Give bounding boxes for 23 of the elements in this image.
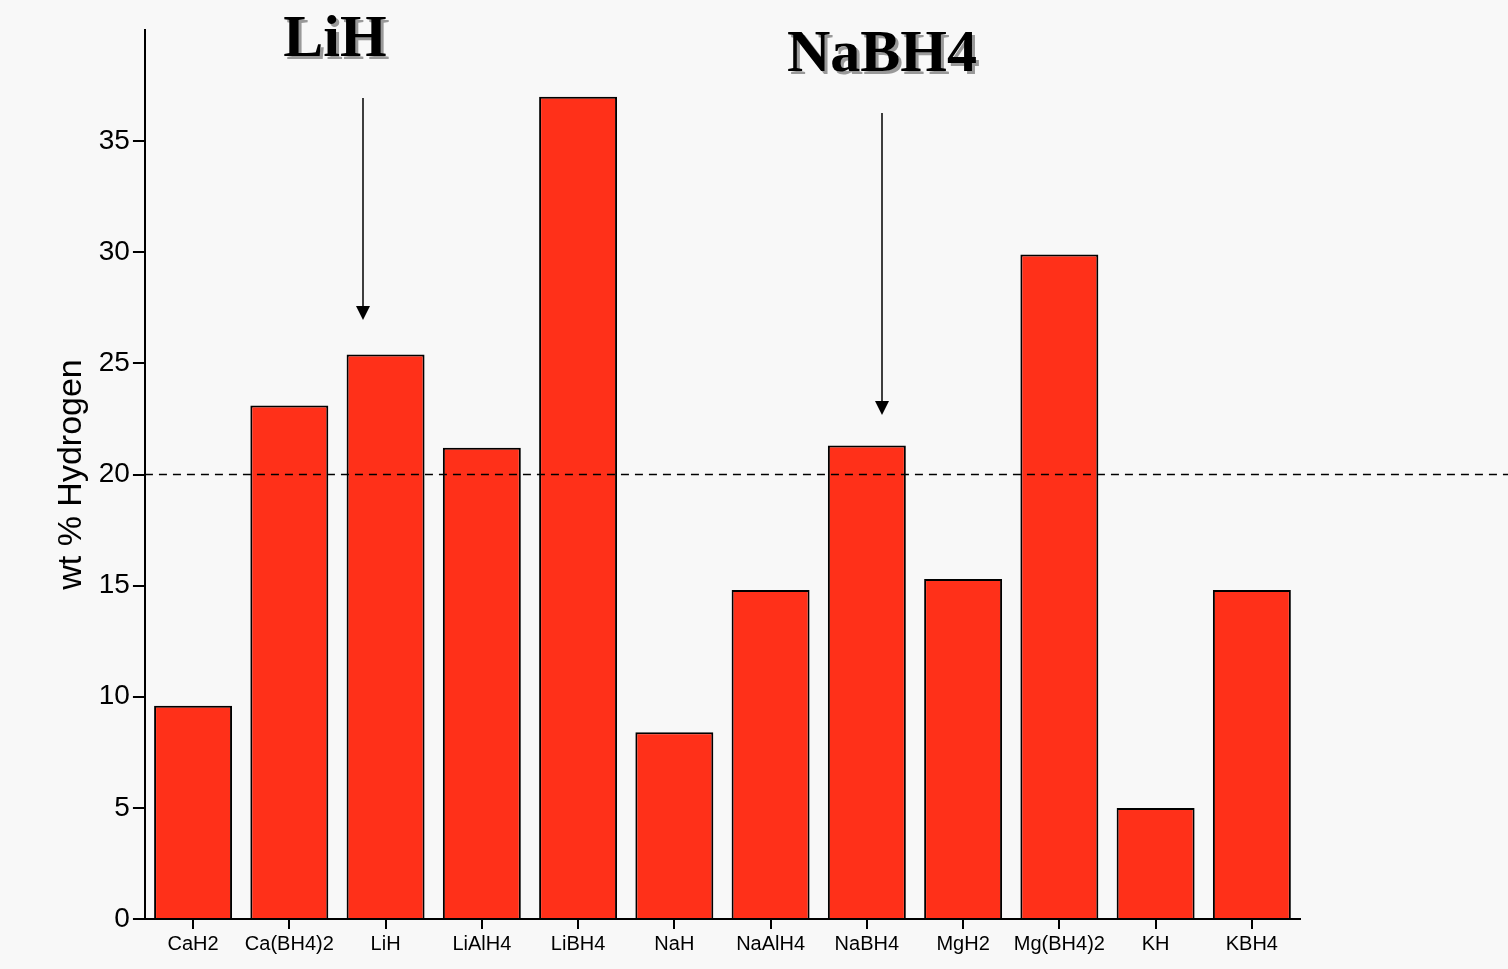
y-tick-label: 25 (98, 346, 130, 378)
x-tick-label: LiBH4 (550, 931, 606, 954)
y-tick-label: 20 (98, 457, 130, 489)
x-tick-label: NaBH4 (834, 931, 900, 954)
x-tick-label: Ca(BH4)2 (244, 931, 334, 954)
x-tick-label: KH (1141, 931, 1170, 954)
y-tick-label: 15 (98, 568, 130, 600)
y-tick-label: 5 (114, 790, 130, 822)
annotation: NaBH4 (789, 20, 981, 87)
y-tick-label: 30 (98, 234, 130, 266)
y-tick-label: 35 (98, 123, 130, 155)
y-tick-label: 0 (114, 901, 130, 933)
y-axis-title: wt % Hydrogen (49, 359, 88, 591)
y-tick-label: 10 (98, 679, 130, 711)
x-tick-label: NaH (654, 931, 695, 954)
x-tick-label: Mg(BH4)2 (1013, 931, 1105, 954)
annotation: LiH (286, 5, 390, 72)
x-tick-label: LiH (370, 931, 401, 954)
x-tick-label: LiAlH4 (452, 931, 512, 954)
x-tick-label: NaAlH4 (736, 931, 806, 954)
x-tick-label: CaH2 (167, 931, 219, 954)
x-tick-label: KBH4 (1225, 931, 1278, 954)
x-tick-label: MgH2 (936, 931, 990, 954)
